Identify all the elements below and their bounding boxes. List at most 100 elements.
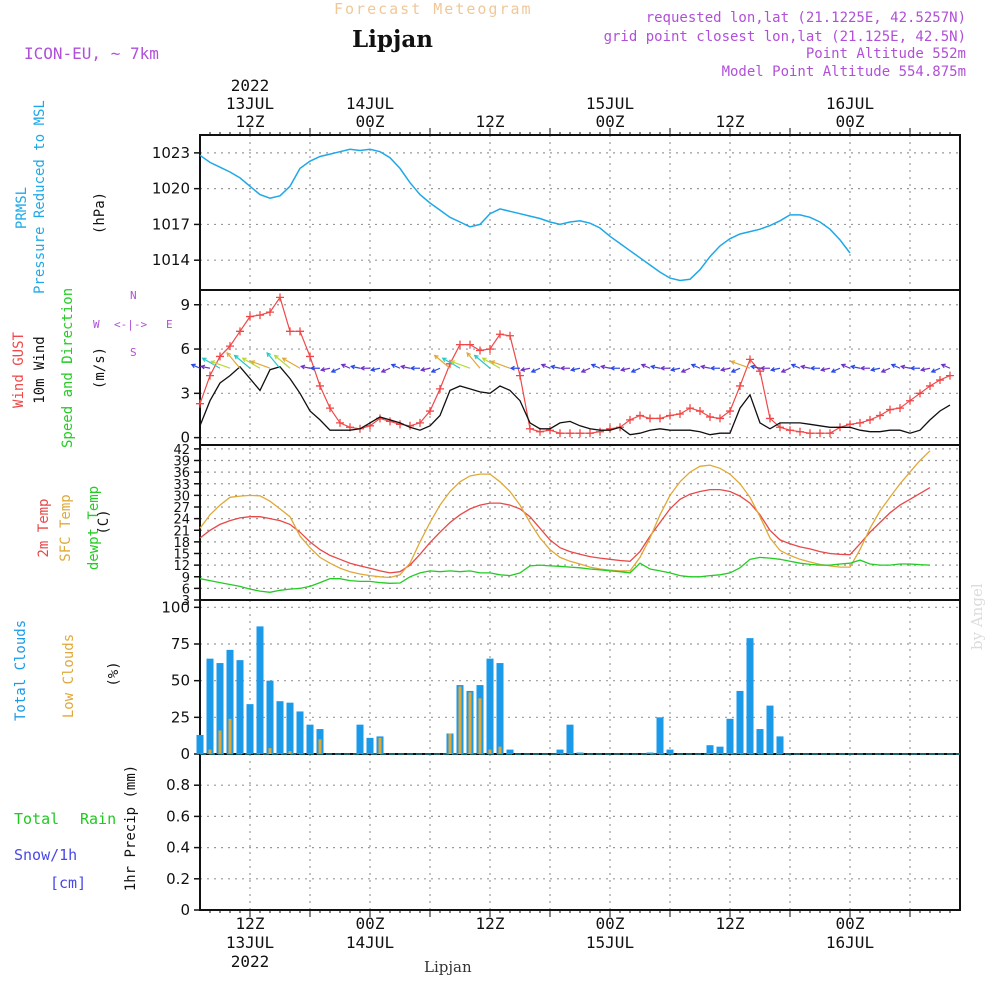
total-cloud-bar [366, 737, 374, 754]
gust-marker [576, 429, 584, 438]
gust-marker [806, 429, 814, 438]
total-cloud-bar [276, 701, 284, 754]
total-cloud-bar [766, 705, 774, 754]
x-label-bottom: 14JUL [346, 933, 394, 952]
gust-marker [296, 327, 304, 336]
x-label-top: 16JUL [826, 94, 874, 113]
wind-direction-arrow [790, 363, 801, 369]
wind-direction-arrow [241, 357, 261, 369]
wind-arrow-head [250, 360, 256, 365]
wind-arrow-head [441, 357, 447, 362]
gust-marker [676, 410, 684, 418]
wind-arrow-head [340, 363, 346, 369]
y-tick-label: 42 [173, 443, 190, 458]
wind-arrow-shaft [201, 365, 211, 369]
wind-arrow-shaft [371, 367, 381, 371]
x-label-bottom: 15JUL [586, 933, 634, 952]
total-cloud-bar [556, 749, 564, 754]
wind-direction-arrow [630, 367, 641, 373]
gust-marker [766, 414, 774, 423]
wind-arrow-shaft [211, 360, 231, 369]
wind-arrow-shaft [641, 364, 651, 369]
wind-arrow-shaft [474, 354, 491, 369]
total-cloud-bar [226, 649, 234, 754]
gust-marker [266, 308, 274, 317]
x-label-top: 12Z [476, 112, 505, 131]
gust-marker [716, 414, 724, 423]
total-cloud-bar [266, 680, 274, 754]
y-tick-label: 0.8 [166, 776, 190, 794]
x-label-top: 2022 [231, 76, 270, 95]
wind-arrow-head [433, 354, 439, 360]
location-title: Lipjan [352, 26, 433, 53]
wind-direction-arrow [481, 357, 501, 369]
low-cloud-bar [498, 746, 502, 754]
wind-direction-arrow [319, 367, 331, 372]
wind-arrow-shaft [331, 367, 341, 373]
gust-marker [476, 346, 484, 355]
wind-arrow-shaft [521, 367, 531, 371]
wind-arrow-shaft [801, 365, 811, 369]
gust-marker [776, 423, 784, 432]
y-tick-label: 33 [173, 478, 190, 493]
low-cloud-bar [378, 737, 382, 754]
wind-direction-arrow [780, 367, 791, 373]
wind-arrow-shaft [701, 365, 711, 369]
gust-marker [876, 411, 884, 420]
wind-arrow-head [530, 368, 536, 373]
low-cloud-bar [468, 692, 472, 754]
wind-direction-arrow [599, 364, 611, 370]
wind-arrow-head [509, 365, 515, 371]
low-cloud-bar [488, 749, 492, 754]
wind-arrow-head [819, 367, 826, 372]
total-cloud-bar [646, 752, 654, 754]
wind-arrow-head [580, 368, 586, 373]
wind-arrow-shaft [921, 367, 931, 371]
wind-arrow-head [649, 364, 656, 370]
wind-direction-arrow [330, 367, 341, 373]
wind-direction-arrow [509, 365, 520, 371]
gust-marker [666, 411, 674, 420]
x-label-bottom: 12Z [236, 914, 265, 933]
y-tick-label: 1020 [152, 180, 190, 198]
wind-direction-arrow [799, 364, 811, 370]
wind-arrow-shaft [421, 367, 431, 371]
gust-marker [506, 331, 514, 340]
x-label-bottom: 12Z [716, 914, 745, 933]
panel-frame [199, 753, 961, 911]
total-cloud-bar [486, 658, 494, 754]
wind-arrow-head [273, 354, 279, 360]
wind-arrow-shaft [931, 367, 941, 373]
wind-direction-arrow [273, 354, 291, 369]
gust-marker [196, 399, 204, 408]
total-cloud-bar [246, 704, 254, 754]
wind-direction-arrow [569, 367, 581, 372]
wind-direction-arrow [441, 357, 461, 369]
gust-marker [856, 418, 864, 427]
wind-direction-arrow [299, 364, 311, 370]
gust-marker [746, 355, 754, 364]
wind-arrow-shaft [541, 364, 551, 369]
wind-arrow-shaft [871, 367, 881, 371]
precip-cm-label: [cm] [50, 874, 87, 892]
y-tick-label: 12 [173, 559, 190, 574]
wind-arrow-shaft [226, 352, 241, 369]
wind-arrow-head [940, 363, 946, 369]
wind-arrow-head [349, 364, 356, 370]
wind-arrow-head [201, 357, 207, 362]
gust-marker [706, 412, 714, 421]
gust-marker [336, 418, 344, 427]
wind-direction-arrow [466, 351, 481, 369]
total-cloud-bar [776, 736, 784, 754]
wind-arrow-head [559, 365, 565, 371]
wind-direction-arrow [226, 351, 241, 369]
wind-arrow-shaft [831, 367, 841, 373]
wind-arrow-shaft [234, 354, 251, 369]
y-tick-label: 21 [173, 524, 190, 539]
y-tick-label: 50 [171, 672, 190, 690]
gust-marker [556, 429, 564, 438]
y-tick-label: 9 [180, 296, 190, 314]
wind-arrow-head [430, 368, 436, 373]
wind-direction-arrow [769, 367, 781, 372]
wind-arrow-shaft [731, 360, 751, 369]
